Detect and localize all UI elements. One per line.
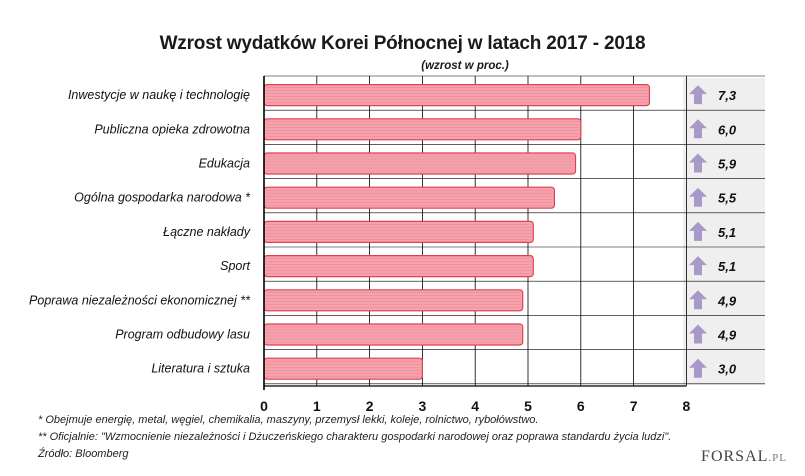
source-note: Źródło: Bloomberg xyxy=(38,448,129,460)
value-label: 5,1 xyxy=(718,225,736,240)
up-arrow-icon xyxy=(689,358,707,378)
category-label: Poprawa niezależności ekonomicznej ** xyxy=(29,293,251,307)
value-label: 5,1 xyxy=(718,259,736,274)
up-arrow-icon xyxy=(689,119,707,139)
value-label: 4,9 xyxy=(717,293,737,308)
value-label: 5,5 xyxy=(718,191,737,206)
chart-title: Wzrost wydatków Korei Północnej w latach… xyxy=(159,33,646,54)
value-label: 7,3 xyxy=(718,88,737,103)
x-tick-label: 6 xyxy=(577,398,585,414)
category-label: Łączne nakłady xyxy=(163,225,251,239)
up-arrow-icon xyxy=(689,221,707,241)
up-arrow-icon xyxy=(689,153,707,173)
x-tick-label: 3 xyxy=(419,398,427,414)
value-label: 4,9 xyxy=(717,328,737,343)
x-tick-label: 4 xyxy=(471,398,479,414)
value-label: 3,0 xyxy=(718,362,737,377)
up-arrow-icon xyxy=(689,256,707,276)
forsal-logo: FORSAL.PL xyxy=(701,448,787,465)
x-tick-label: 2 xyxy=(366,398,374,414)
x-tick-label: 8 xyxy=(683,398,691,414)
category-label: Publiczna opieka zdrowotna xyxy=(94,122,250,136)
x-tick-label: 0 xyxy=(260,398,268,414)
up-arrow-icon xyxy=(689,290,707,310)
category-label: Sport xyxy=(220,259,250,273)
category-label: Inwestycje w naukę i technologię xyxy=(68,88,250,102)
chart-subtitle: (wzrost w proc.) xyxy=(421,60,509,72)
value-label: 5,9 xyxy=(718,157,737,172)
category-label: Ogólna gospodarka narodowa * xyxy=(74,191,251,205)
up-arrow-icon xyxy=(689,324,707,344)
x-tick-label: 7 xyxy=(630,398,638,414)
footnote-2: ** Oficjalnie: "Wzmocnienie niezależnośc… xyxy=(38,431,672,443)
category-label: Program odbudowy lasu xyxy=(115,328,250,342)
up-arrow-icon xyxy=(689,85,707,105)
footnote-1: * Obejmuje energię, metal, węgiel, chemi… xyxy=(38,414,539,426)
x-tick-label: 1 xyxy=(313,398,321,414)
value-label: 6,0 xyxy=(718,122,737,137)
category-label: Literatura i sztuka xyxy=(151,362,250,376)
up-arrow-icon xyxy=(689,187,707,207)
category-label: Edukacja xyxy=(199,157,250,171)
x-tick-label: 5 xyxy=(524,398,532,414)
